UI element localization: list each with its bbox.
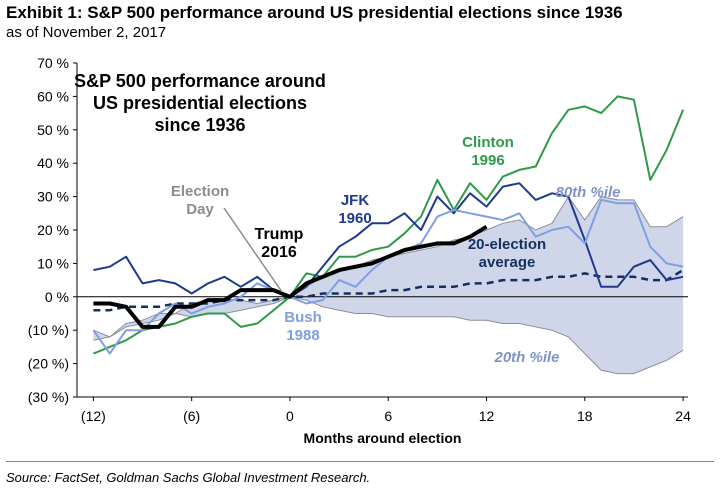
y-tick-label: 40 % [37,155,69,171]
x-tick-label: 12 [479,408,495,424]
y-tick-label: (30 %) [28,389,69,405]
series-line-jfk-1960 [93,182,684,298]
x-tick-label: 18 [577,408,593,424]
annotation-bush-1988: Bush [284,309,322,326]
annotation-bush-1988: 1988 [286,327,319,344]
y-tick-label: 30 % [37,189,69,205]
annotation-election-day: Day [186,201,214,218]
chart-title-line: US presidential elections [93,93,307,113]
series-line-20-election-average [93,269,684,312]
x-tick-label: (6) [183,408,200,424]
y-tick-label: (20 %) [28,356,69,372]
source-note: Source: FactSet, Goldman Sachs Global In… [6,470,371,485]
y-tick-label: 0 % [45,289,69,305]
exhibit-title: Exhibit 1: S&P 500 performance around US… [6,3,623,22]
x-tick-label: 0 [286,408,294,424]
series-line-clinton-1996 [93,95,685,355]
annotation-clinton-1996: Clinton [462,134,514,151]
exhibit-subtitle: as of November 2, 2017 [6,24,167,41]
annotation-20th-percentile: 20th %ile [493,349,559,366]
chart-title-line: since 1936 [154,115,245,135]
annotation-jfk-1960: JFK [341,192,370,209]
y-tick-label: 60 % [37,88,69,104]
x-tick-label: 24 [675,408,691,424]
chart-title-line: S&P 500 performance around [74,71,326,91]
annotation-20-election-average: 20-election [468,236,546,253]
y-tick-label: 70 % [37,55,69,71]
annotation-trump-2016: Trump [255,226,304,243]
annotation-trump-2016: 2016 [261,244,297,261]
annotation-20-election-average: average [479,254,536,271]
y-tick-label: 50 % [37,122,69,138]
source-divider [6,461,714,462]
y-tick-label: (10 %) [28,322,69,338]
series-line-trump-2016 [93,224,488,329]
annotation-election-day: Election [171,183,229,200]
election-day-leader-line [223,207,283,293]
x-tick-label: (12) [81,408,106,424]
x-tick-label: 6 [384,408,392,424]
y-tick-label: 10 % [37,255,69,271]
percentile-band [93,196,684,374]
annotation-clinton-1996: 1996 [471,152,504,169]
y-tick-label: 20 % [37,222,69,238]
x-axis-title: Months around election [304,430,462,446]
annotation-80th-percentile: 80th %ile [555,184,620,201]
annotation-jfk-1960: 1960 [338,210,371,227]
